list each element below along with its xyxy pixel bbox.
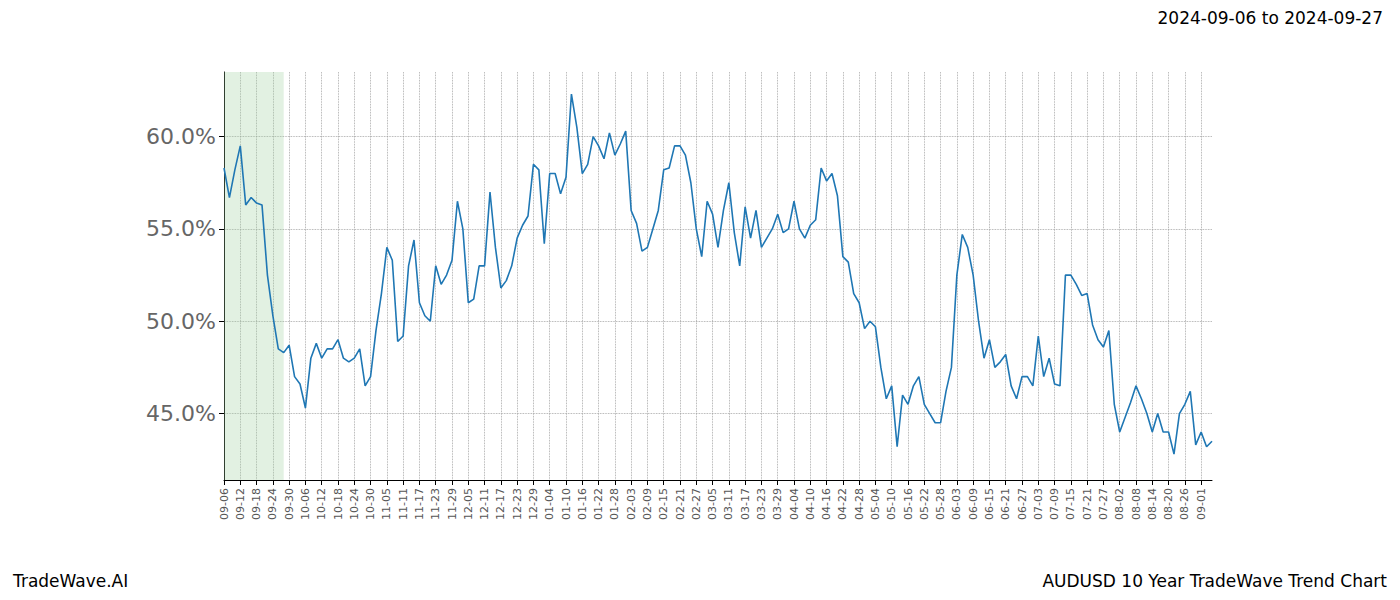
svg-text:09-06: 09-06 xyxy=(218,488,231,520)
svg-text:12-11: 12-11 xyxy=(478,488,491,520)
svg-text:06-15: 06-15 xyxy=(983,488,996,520)
svg-text:06-03: 06-03 xyxy=(950,488,963,520)
svg-text:09-12: 09-12 xyxy=(234,488,247,520)
svg-text:06-21: 06-21 xyxy=(999,488,1012,520)
svg-text:03-05: 03-05 xyxy=(706,488,719,520)
svg-text:08-20: 08-20 xyxy=(1162,488,1175,520)
svg-text:01-16: 01-16 xyxy=(576,488,589,520)
svg-text:45.0%: 45.0% xyxy=(146,401,216,426)
svg-text:04-10: 04-10 xyxy=(804,488,817,520)
svg-text:12-17: 12-17 xyxy=(494,488,507,520)
svg-text:07-15: 07-15 xyxy=(1064,488,1077,520)
svg-text:08-26: 08-26 xyxy=(1178,488,1191,520)
svg-text:03-11: 03-11 xyxy=(722,488,735,520)
svg-text:07-09: 07-09 xyxy=(1048,488,1061,520)
svg-text:09-01: 09-01 xyxy=(1195,488,1208,520)
svg-text:02-09: 02-09 xyxy=(641,488,654,520)
svg-text:55.0%: 55.0% xyxy=(146,216,216,241)
svg-text:05-10: 05-10 xyxy=(885,488,898,520)
svg-text:12-23: 12-23 xyxy=(511,488,524,520)
svg-text:01-04: 01-04 xyxy=(543,488,556,520)
svg-text:08-08: 08-08 xyxy=(1130,488,1143,520)
svg-text:11-05: 11-05 xyxy=(380,488,393,520)
svg-text:11-11: 11-11 xyxy=(397,488,410,520)
svg-text:04-04: 04-04 xyxy=(788,488,801,520)
svg-text:07-27: 07-27 xyxy=(1097,488,1110,520)
svg-text:03-29: 03-29 xyxy=(771,488,784,520)
svg-text:04-16: 04-16 xyxy=(820,488,833,520)
svg-text:10-24: 10-24 xyxy=(348,488,361,520)
svg-text:01-28: 01-28 xyxy=(608,488,621,520)
svg-text:03-23: 03-23 xyxy=(755,488,768,520)
svg-text:02-27: 02-27 xyxy=(690,488,703,520)
svg-text:05-28: 05-28 xyxy=(934,488,947,520)
svg-text:10-12: 10-12 xyxy=(315,488,328,520)
svg-text:05-16: 05-16 xyxy=(902,488,915,520)
svg-text:08-02: 08-02 xyxy=(1113,488,1126,520)
svg-text:02-21: 02-21 xyxy=(674,488,687,520)
svg-text:07-03: 07-03 xyxy=(1032,488,1045,520)
svg-text:07-21: 07-21 xyxy=(1081,488,1094,520)
svg-text:10-18: 10-18 xyxy=(332,488,345,520)
svg-text:04-22: 04-22 xyxy=(836,488,849,520)
svg-text:05-22: 05-22 xyxy=(918,488,931,520)
svg-text:01-22: 01-22 xyxy=(592,488,605,520)
svg-text:01-10: 01-10 xyxy=(560,488,573,520)
svg-text:03-17: 03-17 xyxy=(739,488,752,520)
svg-text:05-04: 05-04 xyxy=(869,488,882,520)
svg-text:09-24: 09-24 xyxy=(266,488,279,520)
svg-text:02-03: 02-03 xyxy=(625,488,638,520)
svg-text:60.0%: 60.0% xyxy=(146,124,216,149)
svg-text:AUDUSD 10 Year TradeWave Trend: AUDUSD 10 Year TradeWave Trend Chart xyxy=(1042,571,1387,591)
svg-text:08-14: 08-14 xyxy=(1146,488,1159,520)
svg-text:11-29: 11-29 xyxy=(446,488,459,520)
svg-text:12-29: 12-29 xyxy=(527,488,540,520)
svg-text:2024-09-06 to 2024-09-27: 2024-09-06 to 2024-09-27 xyxy=(1158,8,1383,28)
svg-text:TradeWave.AI: TradeWave.AI xyxy=(12,571,128,591)
svg-text:11-17: 11-17 xyxy=(413,488,426,520)
svg-text:10-06: 10-06 xyxy=(299,488,312,520)
svg-text:04-28: 04-28 xyxy=(853,488,866,520)
svg-text:06-27: 06-27 xyxy=(1016,488,1029,520)
svg-text:11-23: 11-23 xyxy=(429,488,442,520)
svg-text:06-09: 06-09 xyxy=(967,488,980,520)
svg-text:02-15: 02-15 xyxy=(657,488,670,520)
svg-text:10-30: 10-30 xyxy=(364,488,377,520)
svg-text:12-05: 12-05 xyxy=(462,488,475,520)
svg-text:50.0%: 50.0% xyxy=(146,309,216,334)
svg-text:09-18: 09-18 xyxy=(250,488,263,520)
svg-text:09-30: 09-30 xyxy=(283,488,296,520)
